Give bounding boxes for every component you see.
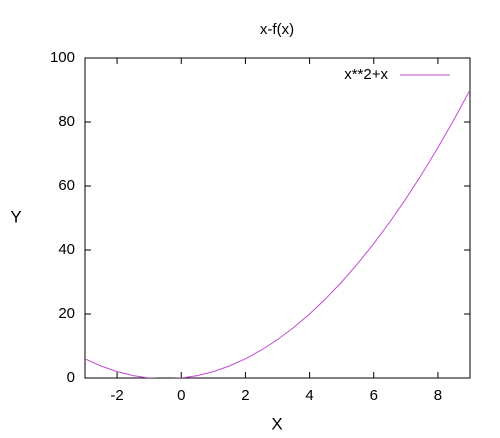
legend-label: x**2+x (344, 66, 388, 83)
y-tick-label: 40 (58, 241, 75, 258)
y-axis-label: Y (10, 207, 21, 226)
y-tick-label: 0 (67, 369, 75, 386)
line-series (85, 89, 470, 378)
y-tick-label: 80 (58, 113, 75, 130)
y-tick-label: 100 (50, 49, 75, 66)
x-tick-label: 0 (177, 387, 185, 404)
x-tick-label: 2 (241, 387, 249, 404)
x-tick-label: -2 (110, 387, 123, 404)
x-tick-label: 4 (305, 387, 313, 404)
x-tick-label: 6 (370, 387, 378, 404)
x-axis-label: X (271, 414, 282, 433)
y-tick-label: 20 (58, 305, 75, 322)
y-tick-label: 60 (58, 177, 75, 194)
plot-frame (84, 57, 471, 379)
x-tick-label: 8 (434, 387, 442, 404)
chart-title: x-f(x) (260, 21, 294, 38)
